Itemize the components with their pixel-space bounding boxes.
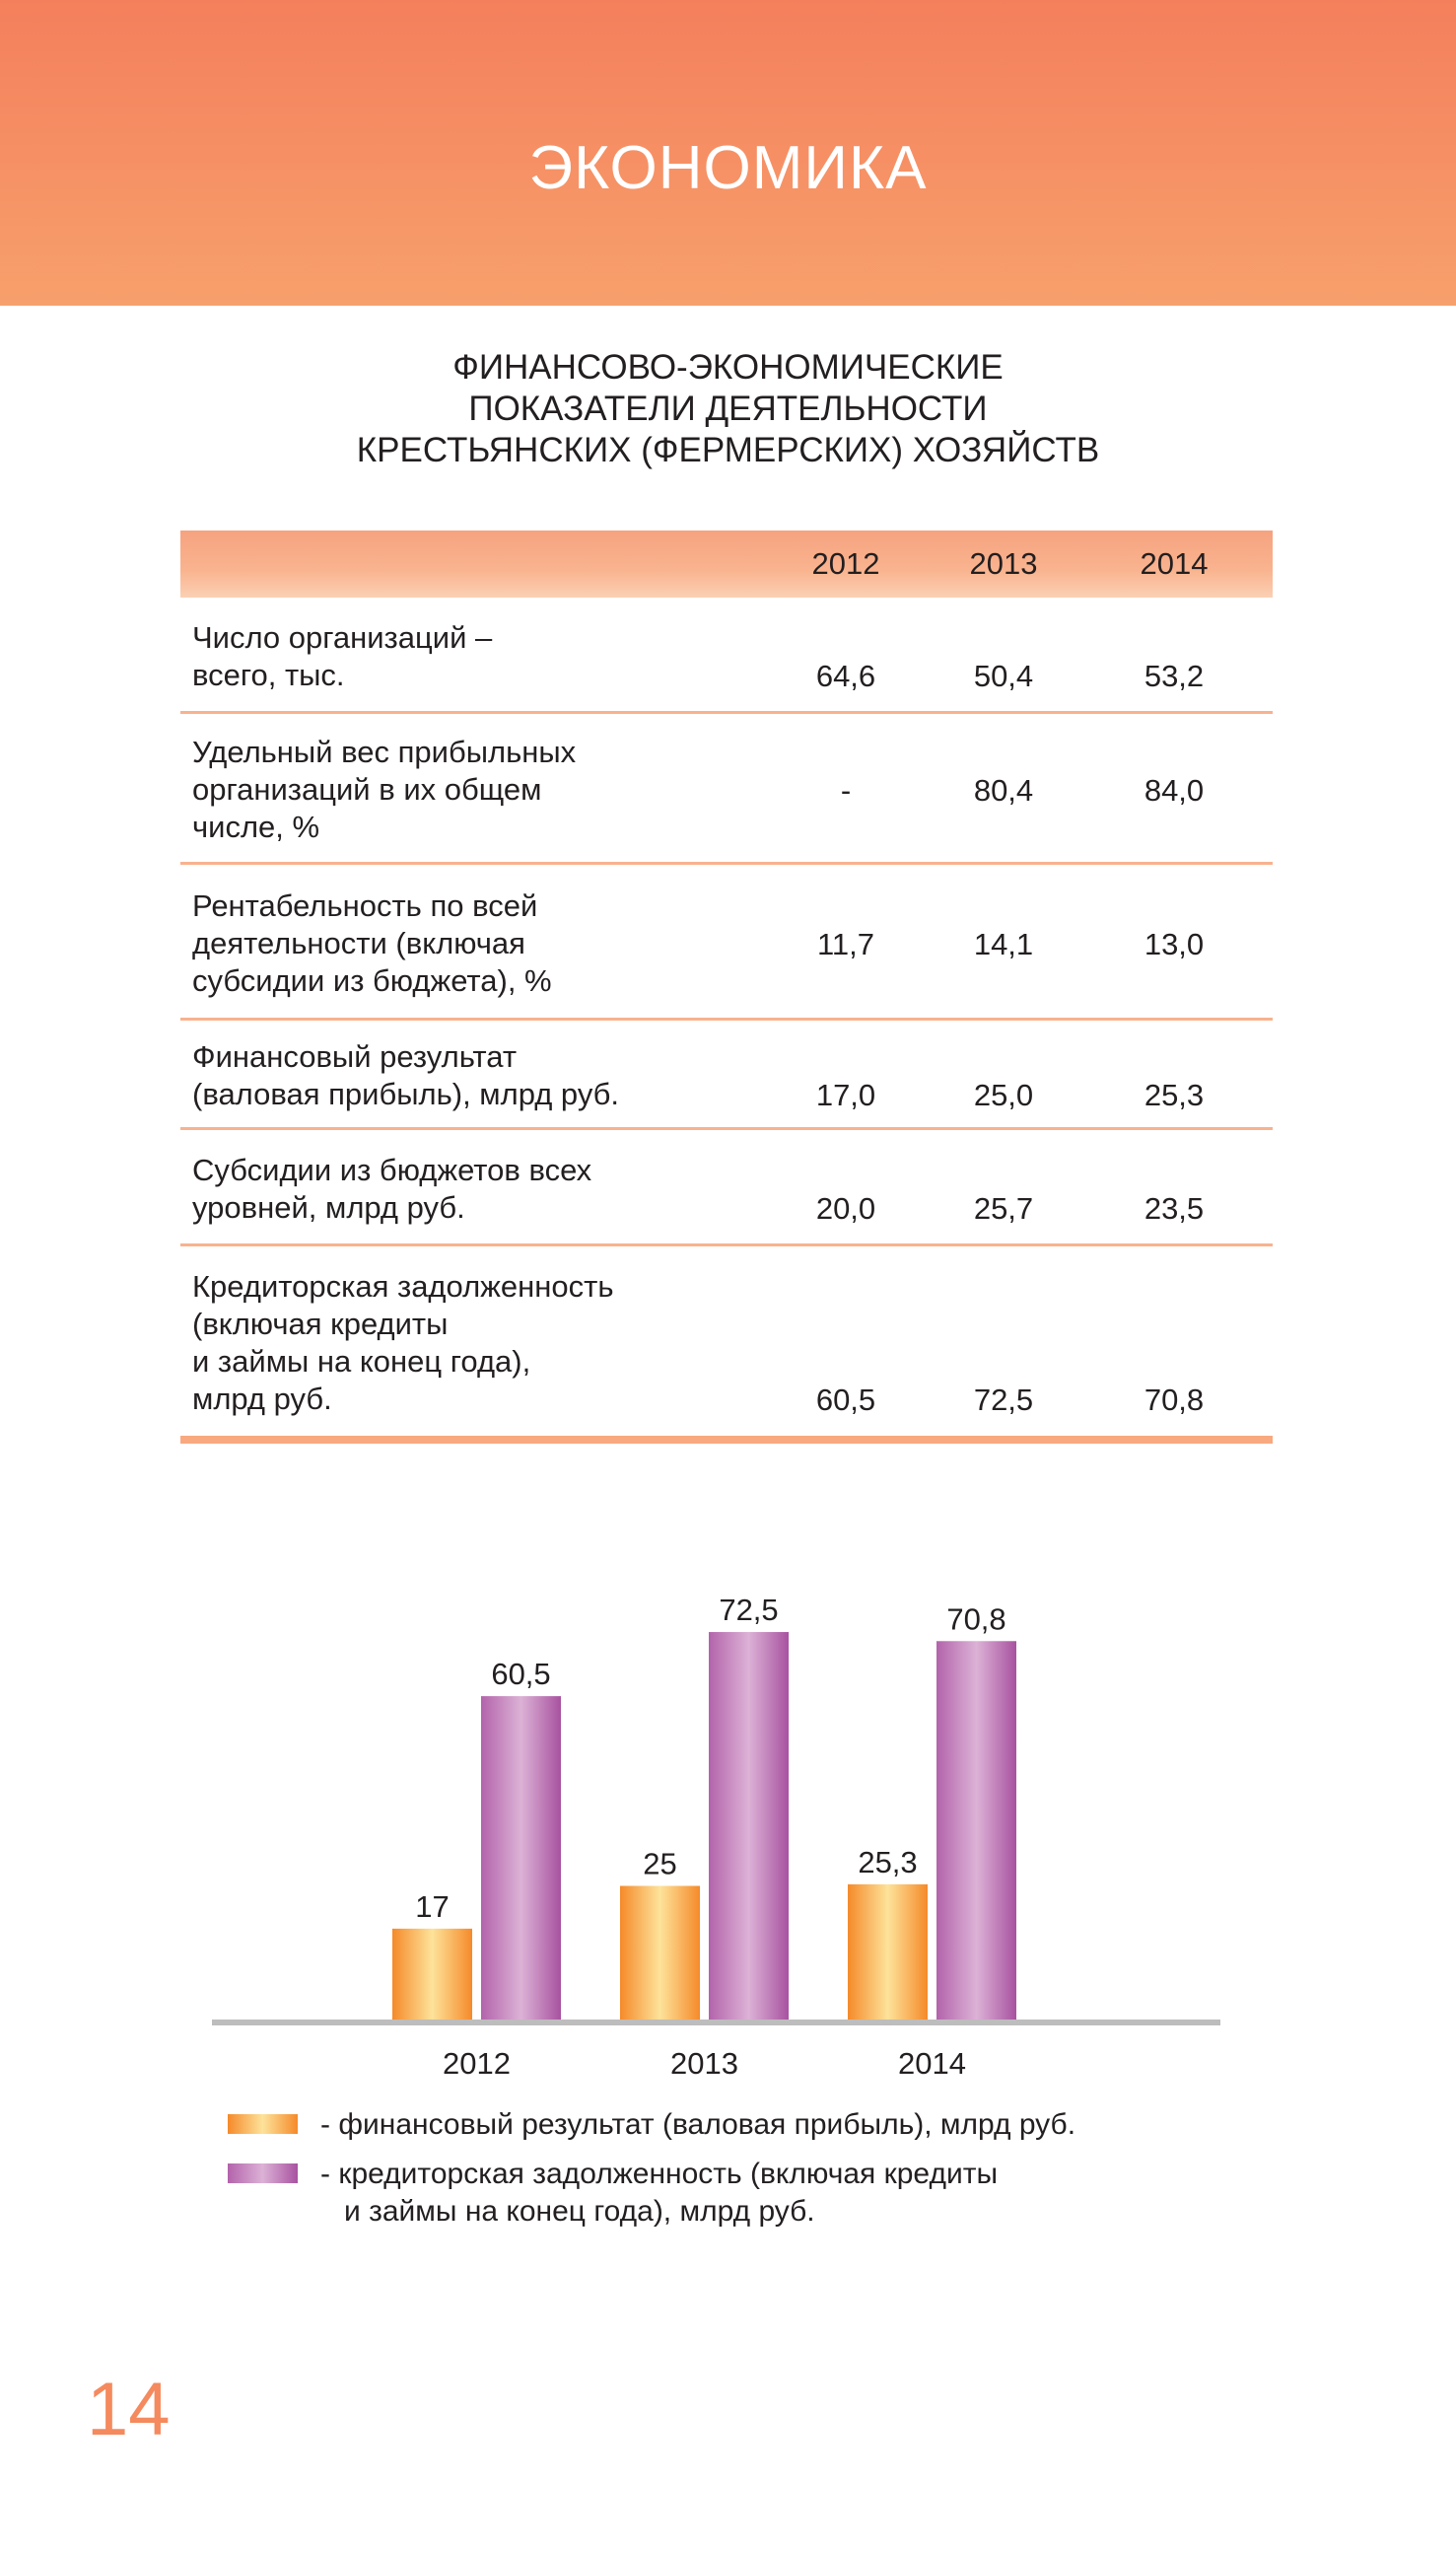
- title-line: ПОКАЗАТЕЛИ ДЕЯТЕЛЬНОСТИ: [468, 390, 988, 428]
- x-tick-label: 2014: [898, 2046, 966, 2081]
- cell-value: 25,7: [973, 1190, 1034, 1226]
- row-label: Рентабельность по всей деятельности (вклю…: [192, 887, 552, 1000]
- row-label-line: субсидии из бюджета), %: [192, 962, 552, 998]
- cell-value: 23,5: [1144, 1190, 1205, 1226]
- legend-label: - финансовый результат (валовая прибыль)…: [320, 2108, 1076, 2141]
- cell-value: 11,7: [816, 926, 875, 961]
- row-label-line: уровней, млрд руб.: [192, 1189, 465, 1225]
- cell-value: 64,6: [815, 658, 876, 693]
- legend-swatch: [228, 2163, 298, 2183]
- row-label: Кредиторская задолженность (включая креди…: [192, 1268, 613, 1418]
- row-label: Число организаций – всего, тыс.: [192, 619, 492, 694]
- x-tick-label: 2012: [443, 2046, 511, 2081]
- cell-value: 13,0: [1144, 926, 1205, 961]
- section-header: ЭКОНОМИКА: [0, 0, 1456, 306]
- bar-debt-2014: [936, 1641, 1016, 2020]
- cell-value: 80,4: [973, 773, 1034, 808]
- x-tick-label: 2013: [670, 2046, 738, 2081]
- cell-value: 17,0: [815, 1078, 876, 1112]
- table-row: Кредиторская задолженность (включая креди…: [180, 1246, 1273, 1444]
- legend-label: - кредиторская задолженность (включая кр…: [320, 2156, 998, 2231]
- row-label-line: организаций в их общем: [192, 772, 542, 807]
- title-line: КРЕСТЬЯНСКИХ (ФЕРМЕРСКИХ) ХОЗЯЙСТВ: [356, 431, 1100, 469]
- cell-value: 14,1: [973, 926, 1034, 961]
- title-line: ФИНАНСОВО-ЭКОНОМИЧЕСКИЕ: [452, 348, 1004, 387]
- row-label-line: (валовая прибыль), млрд руб.: [192, 1077, 620, 1111]
- table-row: Финансовый результат (валовая прибыль), м…: [180, 1021, 1273, 1130]
- row-label-line: Финансовый результат: [192, 1039, 518, 1074]
- indicators-table: 2012 2013 2014 Число организаций – всего,…: [180, 531, 1273, 1444]
- page-number: 14: [87, 2368, 171, 2451]
- data-label: 25,3: [858, 1845, 917, 1879]
- row-label-line: Число организаций –: [192, 619, 493, 655]
- row-label: Удельный вес прибыльных организаций в их …: [192, 734, 576, 846]
- cell-value: 25,3: [1144, 1078, 1205, 1112]
- bar-debt-2012: [481, 1696, 561, 2020]
- legend-swatch: [228, 2114, 298, 2134]
- cell-value: 60,5: [815, 1382, 876, 1417]
- cell-value: 84,0: [1144, 773, 1205, 808]
- data-label: 70,8: [946, 1601, 1005, 1636]
- row-label-line: Удельный вес прибыльных: [192, 735, 577, 769]
- section-title: ЭКОНОМИКА: [528, 134, 928, 202]
- table-row: Удельный вес прибыльных организаций в их …: [180, 714, 1273, 865]
- row-label-line: Рентабельность по всей: [192, 887, 538, 923]
- row-label-line: деятельности (включая: [192, 925, 525, 960]
- bar-profit-2012: [392, 1928, 472, 2020]
- row-label-line: Кредиторская задолженность: [192, 1269, 614, 1304]
- cell-value: 50,4: [973, 658, 1034, 693]
- table-row: Число организаций – всего, тыс. 64,6 50,4 53…: [180, 598, 1273, 714]
- cell-value: 25,0: [973, 1078, 1034, 1112]
- bar-profit-2013: [620, 1885, 700, 2020]
- data-label: 72,5: [719, 1593, 778, 1627]
- legend-label-line: и займы на конец года), млрд руб.: [344, 2195, 815, 2228]
- table-header: 2012 2013 2014: [180, 531, 1273, 598]
- row-label: Финансовый результат (валовая прибыль), м…: [192, 1038, 619, 1113]
- row-label-line: числе, %: [192, 810, 320, 844]
- bar-profit-2014: [848, 1883, 928, 2020]
- cell-value: -: [840, 773, 852, 808]
- row-label: Субсидии из бюджетов всех уровней, млрд р…: [192, 1152, 591, 1227]
- column-header: 2013: [969, 546, 1038, 581]
- cell-value: 72,5: [973, 1382, 1034, 1417]
- row-label-line: Субсидии из бюджетов всех: [192, 1152, 592, 1187]
- row-label-line: всего, тыс.: [192, 657, 345, 692]
- row-label-line: и займы на конец года),: [192, 1344, 531, 1379]
- row-label-line: (включая кредиты: [192, 1307, 449, 1341]
- data-label: 60,5: [491, 1657, 550, 1691]
- cell-value: 20,0: [815, 1190, 876, 1226]
- column-header: 2014: [1140, 546, 1209, 581]
- bar-debt-2013: [709, 1632, 789, 2020]
- table-row: Субсидии из бюджетов всех уровней, млрд р…: [180, 1130, 1273, 1246]
- data-label: 25: [643, 1847, 676, 1881]
- cell-value: 70,8: [1144, 1382, 1205, 1417]
- data-label: 17: [415, 1889, 449, 1924]
- table-row: Рентабельность по всей деятельности (вклю…: [180, 865, 1273, 1021]
- row-label-line: млрд руб.: [192, 1382, 332, 1416]
- legend-label-line: - кредиторская задолженность (включая кр…: [320, 2158, 999, 2190]
- column-header: 2012: [811, 546, 880, 581]
- document-title: ФИНАНСОВО-ЭКОНОМИЧЕСКИЕ ПОКАЗАТЕЛИ ДЕЯТЕ…: [0, 347, 1456, 471]
- cell-value: 53,2: [1144, 658, 1205, 693]
